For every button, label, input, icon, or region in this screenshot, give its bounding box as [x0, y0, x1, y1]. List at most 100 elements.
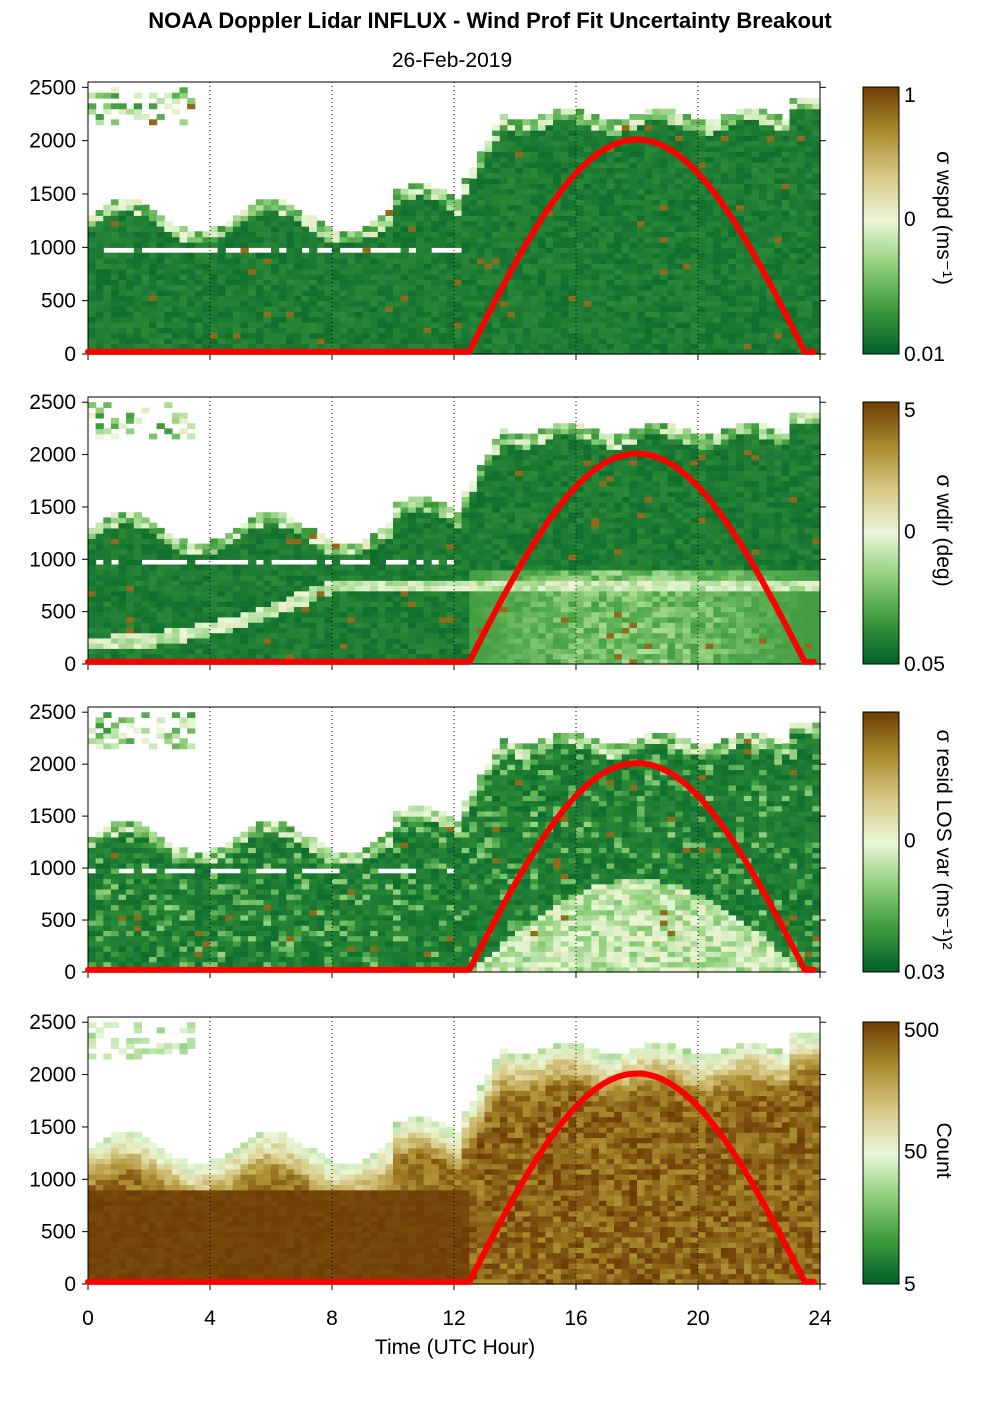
heatmap-cell: [423, 252, 432, 259]
heatmap-cell: [537, 188, 547, 195]
heatmap-cell: [324, 543, 333, 550]
heatmap-cell: [362, 284, 371, 291]
heatmap-cell: [461, 220, 470, 227]
heatmap-cell: [354, 611, 364, 618]
heatmap-cell: [187, 343, 196, 350]
heatmap-cell: [766, 194, 775, 200]
heatmap-cell: [187, 327, 196, 334]
heatmap-cell: [804, 210, 814, 216]
heatmap-cell: [614, 284, 623, 291]
heatmap-cell: [164, 300, 173, 307]
heatmap-cell: [179, 585, 188, 592]
heatmap-cell: [232, 306, 242, 312]
heatmap-cell: [347, 242, 356, 248]
heatmap-cell: [537, 263, 547, 270]
heatmap-cell: [682, 124, 692, 131]
heatmap-cell: [149, 632, 158, 639]
heatmap-cell: [301, 580, 310, 587]
heatmap-cell: [423, 343, 432, 350]
heatmap-cell: [126, 569, 135, 576]
heatmap-cell: [507, 140, 516, 147]
heatmap-cell: [530, 156, 539, 163]
heatmap-cell: [423, 322, 432, 328]
heatmap-cell: [537, 290, 547, 296]
heatmap-cell: [568, 258, 577, 264]
heatmap-cell: [614, 252, 623, 259]
heatmap-cell: [354, 322, 364, 328]
heatmap-cell: [637, 263, 646, 270]
heatmap-cell: [408, 538, 417, 545]
heatmap-cell: [347, 332, 356, 339]
heatmap-cell: [263, 279, 272, 286]
heatmap-cell: [103, 290, 112, 296]
heatmap-cell: [720, 119, 730, 126]
heatmap-cell: [682, 295, 692, 302]
heatmap-cell: [667, 178, 676, 184]
heatmap-cell: [446, 268, 455, 275]
heatmap-cell: [461, 343, 470, 350]
heatmap-cell: [126, 316, 135, 323]
heatmap-cell: [454, 538, 463, 545]
heatmap-cell: [644, 327, 653, 334]
heatmap-cell: [583, 167, 592, 174]
heatmap-cell: [431, 543, 440, 550]
heatmap-cell: [286, 322, 295, 328]
heatmap-cell: [377, 538, 387, 545]
heatmap-cell: [736, 242, 745, 248]
heatmap-cell: [133, 290, 143, 296]
heatmap-cell: [171, 595, 181, 602]
heatmap-cell: [110, 590, 120, 597]
heatmap-cell: [309, 263, 318, 270]
heatmap-cell: [797, 210, 806, 216]
heatmap-cell: [278, 226, 287, 232]
heatmap-cell: [576, 274, 585, 280]
heatmap-cell: [339, 322, 348, 328]
heatmap-cell: [545, 140, 554, 147]
heatmap-cell: [469, 290, 478, 296]
heatmap-cell: [774, 194, 783, 200]
heatmap-cell: [461, 554, 470, 560]
heatmap-cell: [377, 332, 387, 339]
heatmap-cells: [88, 87, 821, 355]
heatmap-cell: [156, 220, 165, 227]
heatmap-cell: [248, 569, 257, 576]
heatmap-cell: [271, 627, 280, 634]
heatmap-cell: [301, 290, 310, 296]
heatmap-cell: [179, 231, 188, 238]
heatmap-cell: [469, 167, 478, 174]
heatmap-cell: [156, 300, 165, 307]
heatmap-cell: [332, 300, 341, 307]
heatmap-cell: [644, 183, 653, 190]
heatmap-cell: [774, 268, 783, 275]
heatmap-cell: [271, 548, 280, 555]
heatmap-cell: [804, 199, 814, 206]
heatmap-cell: [484, 151, 493, 158]
heatmap-cell: [461, 284, 470, 291]
heatmap-cell: [515, 130, 524, 136]
heatmap-cell: [202, 590, 211, 597]
heatmap-cell: [164, 585, 173, 592]
heatmap-cell: [110, 87, 120, 94]
heatmap-cell: [171, 108, 181, 115]
heatmap-cell: [240, 226, 249, 232]
heatmap-cell: [682, 327, 692, 334]
heatmap-cell: [537, 151, 547, 158]
heatmap-cell: [278, 627, 287, 634]
heatmap-cell: [515, 348, 524, 355]
heatmap-cell: [659, 172, 669, 179]
heatmap-cell: [370, 220, 379, 227]
heatmap-cell: [438, 236, 448, 243]
heatmap-cell: [133, 564, 143, 571]
heatmap-cell: [149, 263, 158, 270]
heatmap-cell: [255, 643, 265, 649]
heatmap-cell: [781, 290, 791, 296]
heatmap-cell: [728, 172, 737, 179]
heatmap-cell: [553, 268, 562, 275]
heatmap-cell: [759, 114, 768, 120]
heatmap-cell: [553, 311, 562, 318]
heatmap-cell: [133, 103, 143, 110]
heatmap-cell: [682, 284, 692, 291]
heatmap-cell: [751, 194, 760, 200]
heatmap-cell: [194, 585, 204, 592]
heatmap-cell: [324, 627, 333, 634]
